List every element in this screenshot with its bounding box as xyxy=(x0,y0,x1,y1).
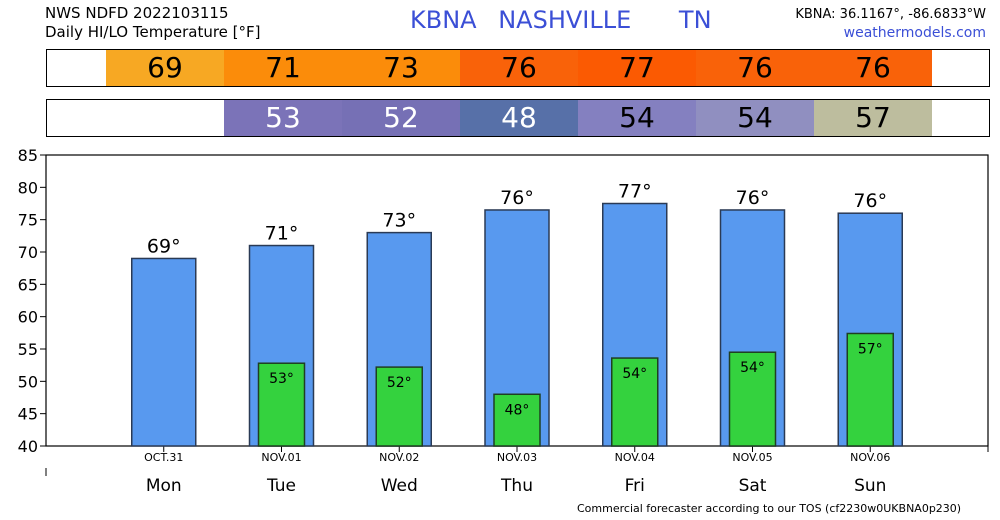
y-tick-label: 85 xyxy=(18,146,38,165)
station-state: TN xyxy=(678,6,712,34)
day-label: Tue xyxy=(266,476,296,496)
station-title: KBNA NASHVILLE TN xyxy=(410,6,712,34)
header-left: NWS NDFD 2022103115 Daily HI/LO Temperat… xyxy=(45,4,261,42)
hi-cell: 76 xyxy=(814,50,932,86)
y-tick-label: 55 xyxy=(18,340,38,359)
product-title: NWS NDFD 2022103115 xyxy=(45,4,229,22)
day-label: Fri xyxy=(625,476,645,496)
date-label: NOV.06 xyxy=(850,451,890,464)
y-tick-label: 80 xyxy=(18,178,38,197)
lo-cell: 57 xyxy=(814,100,932,136)
lo-value-label: 48° xyxy=(505,402,530,418)
lo-cell: 54 xyxy=(578,100,696,136)
y-tick-label: 45 xyxy=(18,405,38,424)
day-label: Thu xyxy=(500,476,533,496)
hi-value-label: 73° xyxy=(382,210,416,232)
hi-value-label: 71° xyxy=(265,223,299,245)
lo-cell: 48 xyxy=(460,100,578,136)
date-label: NOV.05 xyxy=(732,451,772,464)
day-label: Sun xyxy=(854,476,886,496)
date-label: NOV.03 xyxy=(497,451,537,464)
hi-value-label: 69° xyxy=(147,235,181,257)
station-coords: KBNA: 36.1167°, -86.6833°W xyxy=(795,7,986,22)
hi-cell: 71 xyxy=(224,50,342,86)
lo-cell xyxy=(106,100,224,136)
header-right: KBNA: 36.1167°, -86.6833°W weathermodels… xyxy=(795,5,986,43)
date-label: NOV.02 xyxy=(379,451,419,464)
lo-bar xyxy=(846,332,894,447)
product-subtitle: Daily HI/LO Temperature [°F] xyxy=(45,23,261,41)
y-tick-label: 40 xyxy=(18,437,38,456)
hi-cell: 73 xyxy=(342,50,460,86)
day-label: Wed xyxy=(381,476,418,496)
lo-bar xyxy=(493,393,541,447)
lo-temp-strip: 53 52 48 54 54 57 xyxy=(46,99,990,137)
date-label: NOV.04 xyxy=(615,451,655,464)
hi-temp-strip: 69 71 73 76 77 76 76 xyxy=(46,49,990,87)
site-link[interactable]: weathermodels.com xyxy=(843,25,986,41)
lo-value-label: 57° xyxy=(858,341,883,357)
lo-cell: 52 xyxy=(342,100,460,136)
lo-value-label: 54° xyxy=(622,366,647,382)
footer-note: Commercial forecaster according to our T… xyxy=(577,502,962,515)
y-tick-label: 60 xyxy=(18,308,38,327)
lo-bar xyxy=(728,351,777,447)
y-tick-label: 50 xyxy=(18,372,38,391)
lo-bar xyxy=(611,357,659,447)
hi-cell: 76 xyxy=(460,50,578,86)
hi-cell: 69 xyxy=(106,50,224,86)
hi-value-label: 77° xyxy=(618,181,652,203)
lo-cell: 54 xyxy=(696,100,814,136)
hi-bar xyxy=(131,257,197,447)
hi-cell: 76 xyxy=(696,50,814,86)
lo-value-label: 54° xyxy=(740,360,765,376)
day-label: Sat xyxy=(739,476,767,496)
station-city: NASHVILLE xyxy=(498,6,632,34)
station-id: KBNA xyxy=(410,6,477,34)
lo-cell: 53 xyxy=(224,100,342,136)
y-tick-label: 75 xyxy=(18,211,38,230)
day-label: Mon xyxy=(146,476,182,496)
hi-value-label: 76° xyxy=(736,187,770,209)
lo-value-label: 52° xyxy=(387,375,412,391)
y-tick-label: 65 xyxy=(18,275,38,294)
lo-value-label: 53° xyxy=(269,371,294,387)
date-label: OCT.31 xyxy=(144,451,183,464)
lo-bar xyxy=(257,362,306,447)
date-label: NOV.01 xyxy=(261,451,301,464)
hi-cell: 77 xyxy=(578,50,696,86)
y-tick-label: 70 xyxy=(18,243,38,262)
hi-value-label: 76° xyxy=(500,187,534,209)
lo-bar xyxy=(375,366,423,447)
hi-value-label: 76° xyxy=(853,190,887,212)
